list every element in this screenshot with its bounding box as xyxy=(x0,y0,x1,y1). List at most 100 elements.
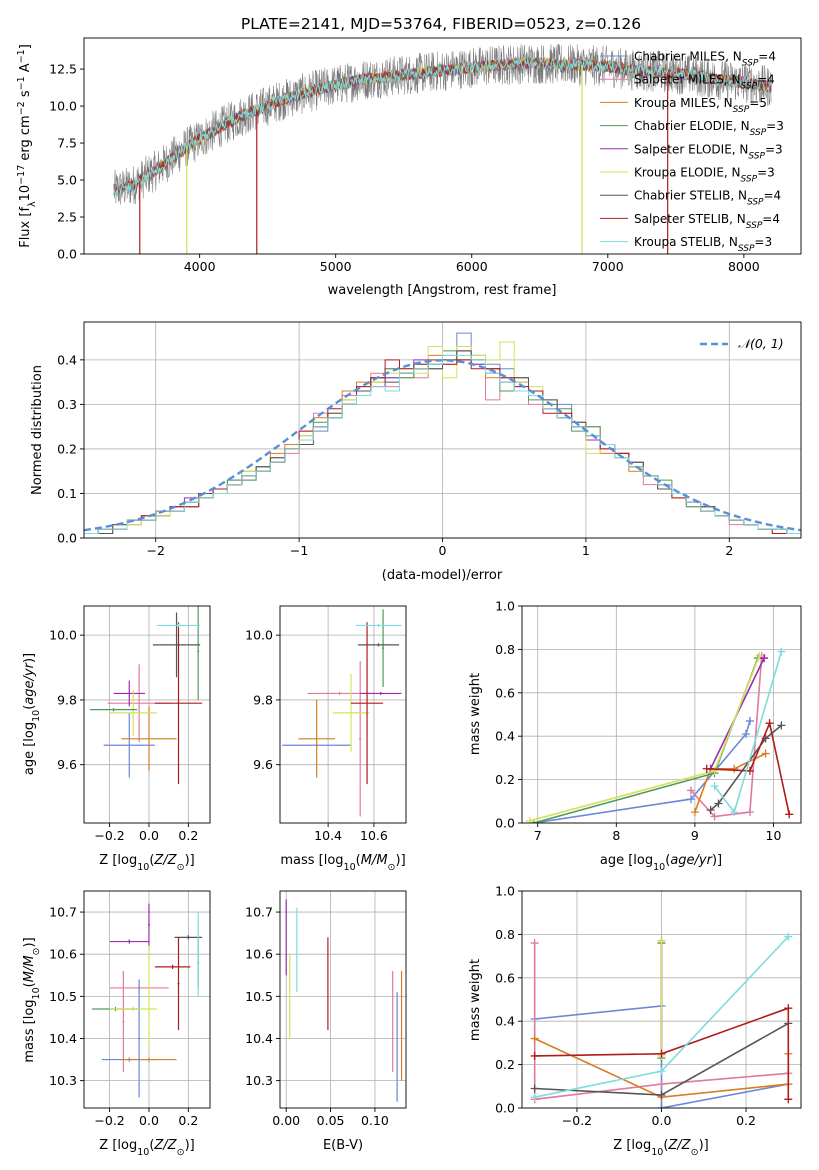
x-tick-label: −2 xyxy=(146,543,164,558)
legend-text: Salpeter MILES, N xyxy=(634,73,741,87)
legend-text: Kroupa ELODIE, N xyxy=(634,166,741,180)
label-part: )] xyxy=(22,653,37,663)
y-tick-label: 10.0 xyxy=(49,99,77,114)
x-axis-label: Z [log10(Z/Z⊙)] xyxy=(99,853,194,873)
weight-marker xyxy=(730,808,739,817)
y-tick-label: 10.7 xyxy=(245,905,273,920)
weight-marker xyxy=(690,808,699,817)
label-part: Flux [f xyxy=(18,207,33,248)
model-spectrum-line xyxy=(113,55,772,197)
label-part: ( xyxy=(356,853,361,868)
label-part: λ xyxy=(27,201,38,207)
label-part: ⊙ xyxy=(177,862,185,873)
label-part: ( xyxy=(149,853,154,868)
label-part: M/M xyxy=(361,853,388,868)
x-tick-label: 0.2 xyxy=(178,828,198,843)
label-part: 10 xyxy=(137,862,149,873)
weight-marker xyxy=(741,730,750,739)
legend-sub: SSP xyxy=(733,105,750,115)
weight-marker xyxy=(702,764,711,773)
y-tick-label: 10.4 xyxy=(245,1031,273,1046)
weight-marker xyxy=(525,816,534,823)
x-tick-label: −1 xyxy=(290,543,308,558)
legend-label: Salpeter STELIB, NSSP=4 xyxy=(634,212,780,231)
y-axis-label: mass [log10(M/M⊙)] xyxy=(22,937,42,1062)
x-tick-label: 0.0 xyxy=(139,1113,159,1128)
ticks: 4000 5000 6000 7000 8000 0.0 2.5 5.0 7.5 10.0 12.5 xyxy=(49,62,760,274)
y-axis-label: age [log10(age/yr)] xyxy=(22,653,42,775)
label-part: mass [log xyxy=(22,999,37,1062)
x-tick-label: 10 xyxy=(766,828,782,843)
y-tick-label: 1.0 xyxy=(495,599,515,614)
label-part: 10 xyxy=(653,862,665,873)
label-part: )] xyxy=(185,853,195,868)
legend-text: Salpeter ELODIE, N xyxy=(634,142,748,156)
legend-label: Salpeter ELODIE, NSSP=3 xyxy=(634,142,783,161)
label-part: −1 xyxy=(16,49,27,63)
weight-marker xyxy=(761,749,770,758)
axes-frame xyxy=(279,605,407,824)
y-axis-label: mass weight xyxy=(468,959,483,1041)
weight-marker xyxy=(657,1080,666,1089)
weight-marker xyxy=(745,808,754,817)
weight-marker xyxy=(657,1104,666,1108)
x-tick-label: −0.2 xyxy=(562,1113,592,1128)
y-tick-label: 10.6 xyxy=(245,947,273,962)
panel-age-vs-metallicity: −0.2 0.0 0.29.69.810.0 Z [log10(Z/Z⊙)] age [… xyxy=(22,605,211,873)
legend-suffix: =5 xyxy=(749,96,767,110)
x-tick-label: 10.4 xyxy=(314,828,342,843)
weight-marker xyxy=(784,1095,793,1104)
y-tick-label: 1.0 xyxy=(495,884,515,899)
ticks: −0.2 0.0 0.2 9.6 9.8 10.0 xyxy=(49,628,198,843)
figure-title: PLATE=2141, MJD=53764, FIBERID=0523, z=0… xyxy=(241,15,641,33)
legend-sub: SSP xyxy=(748,151,765,161)
y-tick-label: 0.2 xyxy=(495,772,515,787)
weight-marker xyxy=(686,795,695,804)
label-part: )] xyxy=(712,853,722,868)
y-tick-label: 10.3 xyxy=(245,1073,273,1088)
x-tick-label: 0.2 xyxy=(178,1113,198,1128)
x-tick-label: 0.00 xyxy=(272,1113,300,1128)
y-tick-label: 10.6 xyxy=(49,947,77,962)
weight-marker xyxy=(657,936,666,945)
weight-marker xyxy=(714,799,723,808)
x-tick-label: 7 xyxy=(534,828,542,843)
weight-marker xyxy=(530,1051,539,1060)
panel-residual-histogram: −2 −1 0 1 2 0.0 0.1 0.2 0.3 0.4 𝒩(0, 1) (data-model… xyxy=(30,321,802,583)
legend-text: Chabrier STELIB, N xyxy=(634,189,747,203)
y-tick-label: 10.5 xyxy=(49,989,77,1004)
axes-frame xyxy=(521,605,802,824)
label-part: −1 xyxy=(16,76,27,90)
x-tick-label: 5000 xyxy=(320,259,352,274)
weight-series-line xyxy=(690,655,763,818)
x-tick-label: −0.2 xyxy=(94,828,124,843)
label-part: )] xyxy=(699,1138,709,1153)
y-tick-label: 2.5 xyxy=(57,210,77,225)
legend-suffix: =3 xyxy=(754,235,772,249)
y-axis-label: Normed distribution xyxy=(30,365,45,495)
legend-sub: SSP xyxy=(741,82,758,92)
label-part: s xyxy=(18,90,33,101)
legend-suffix: =3 xyxy=(765,142,783,156)
weight-marker xyxy=(745,717,754,726)
weight-marker xyxy=(777,647,786,656)
x-tick-label: 8 xyxy=(612,828,620,843)
label-part: age/yr xyxy=(670,853,713,868)
y-tick-label: 0.2 xyxy=(57,441,77,456)
y-tick-label: 0.6 xyxy=(495,685,515,700)
y-axis-label: mass weight xyxy=(468,673,483,755)
legend-sub: SSP xyxy=(738,244,755,254)
weight-marker xyxy=(710,766,719,775)
panel-weight-vs-metallicity: −0.2 0.0 0.2 0.0 0.2 0.4 0.6 0.8 1.0 Z [log10(Z/Z… xyxy=(468,884,802,1158)
y-tick-label: 0.4 xyxy=(495,1014,515,1029)
x-axis-label: E(B-V) xyxy=(323,1138,363,1153)
ticks: 7 8 9 10 0.0 0.2 0.4 0.6 0.8 1.0 xyxy=(495,599,781,844)
plot-area xyxy=(84,332,801,538)
legend-suffix: =3 xyxy=(757,166,775,180)
label-part: )] xyxy=(22,937,37,947)
y-axis-label: Flux [fλ10−17 erg cm−2 s−1 A−1] xyxy=(16,44,38,248)
x-tick-label: 7000 xyxy=(592,259,624,274)
legend-suffix: =3 xyxy=(766,119,784,133)
label-part: −17 xyxy=(16,165,27,185)
